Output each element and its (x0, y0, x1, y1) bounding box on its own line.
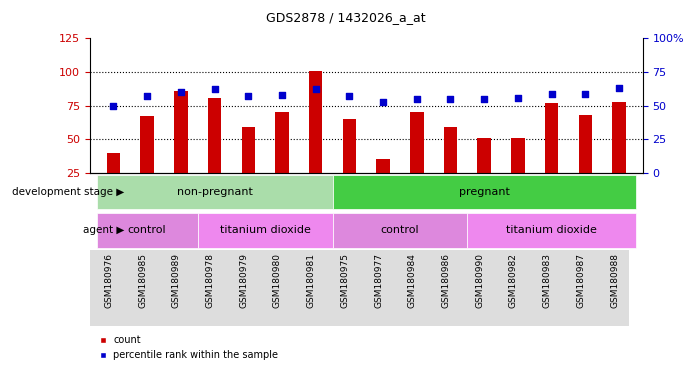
Text: GSM180985: GSM180985 (138, 253, 147, 308)
Point (344, 93, 355, 99)
Text: GSM180980: GSM180980 (273, 253, 282, 308)
Text: GSM180987: GSM180987 (576, 253, 585, 308)
Point (310, 86, 321, 93)
Point (209, 86, 220, 93)
Text: GSM180975: GSM180975 (341, 253, 350, 308)
Legend: count, percentile rank within the sample: count, percentile rank within the sample (95, 331, 282, 364)
Text: GSM180984: GSM180984 (408, 253, 417, 308)
Text: GSM180989: GSM180989 (172, 253, 181, 308)
Point (108, 103, 119, 109)
Text: control: control (128, 225, 167, 235)
Bar (511, 138, 524, 173)
Bar (578, 115, 592, 173)
Text: GSM180986: GSM180986 (442, 253, 451, 308)
Text: pregnant: pregnant (459, 187, 510, 197)
Point (276, 92, 287, 98)
Point (445, 96, 456, 102)
Text: GSM180982: GSM180982 (509, 253, 518, 308)
Bar (97, 213, 198, 248)
Text: GSM180983: GSM180983 (542, 253, 551, 308)
Bar (467, 213, 636, 248)
Bar (444, 127, 457, 173)
Bar (106, 152, 120, 173)
Text: GSM180988: GSM180988 (610, 253, 619, 308)
Bar (477, 138, 491, 173)
Text: GSM180979: GSM180979 (239, 253, 248, 308)
Bar (545, 103, 558, 173)
Text: titanium dioxide: titanium dioxide (507, 225, 597, 235)
Text: agent ▶: agent ▶ (83, 225, 124, 235)
Point (546, 90, 557, 96)
Bar (198, 213, 332, 248)
Point (479, 96, 490, 102)
Point (580, 90, 591, 96)
Text: development stage ▶: development stage ▶ (12, 187, 124, 197)
Point (142, 93, 153, 99)
Bar (275, 112, 289, 173)
Text: non-pregnant: non-pregnant (177, 187, 252, 197)
Text: GSM180977: GSM180977 (374, 253, 383, 308)
Bar (208, 98, 221, 173)
Text: GSM180978: GSM180978 (205, 253, 214, 308)
Text: GSM180976: GSM180976 (104, 253, 113, 308)
Bar (612, 101, 626, 173)
Bar (332, 175, 636, 209)
Text: control: control (381, 225, 419, 235)
Point (377, 98, 388, 104)
Point (614, 85, 625, 91)
Bar (140, 116, 154, 173)
Point (411, 96, 422, 102)
Bar (174, 91, 187, 173)
Text: titanium dioxide: titanium dioxide (220, 225, 310, 235)
Bar (410, 112, 424, 173)
Text: GSM180990: GSM180990 (475, 253, 484, 308)
Point (243, 93, 254, 99)
Point (176, 89, 187, 95)
Bar (97, 175, 332, 209)
Bar (377, 159, 390, 173)
Point (513, 94, 524, 101)
Bar (242, 127, 255, 173)
Bar (343, 119, 356, 173)
Bar (332, 213, 467, 248)
Text: GSM180981: GSM180981 (307, 253, 316, 308)
Text: GDS2878 / 1432026_a_at: GDS2878 / 1432026_a_at (265, 12, 426, 25)
Bar (309, 71, 323, 173)
